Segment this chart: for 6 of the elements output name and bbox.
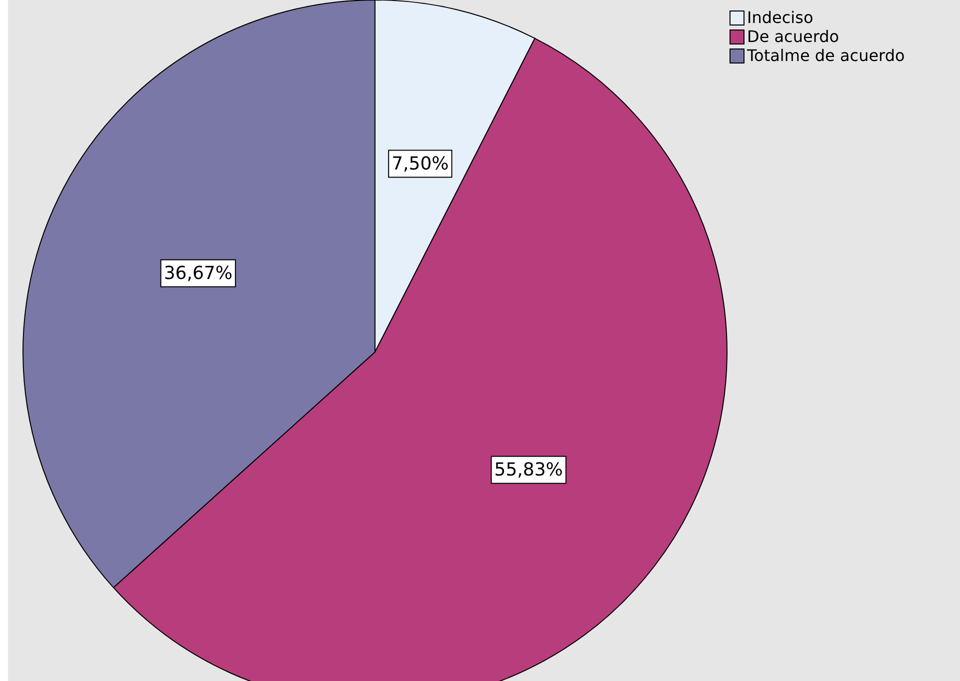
data-label: 36,67% xyxy=(164,262,232,284)
data-label: 7,50% xyxy=(392,153,449,174)
legend-label: Indeciso xyxy=(747,8,814,27)
legend-label: De acuerdo xyxy=(747,27,840,46)
data-label: 55,83% xyxy=(494,459,563,480)
legend-label: Totalme de acuerdo xyxy=(746,46,905,65)
